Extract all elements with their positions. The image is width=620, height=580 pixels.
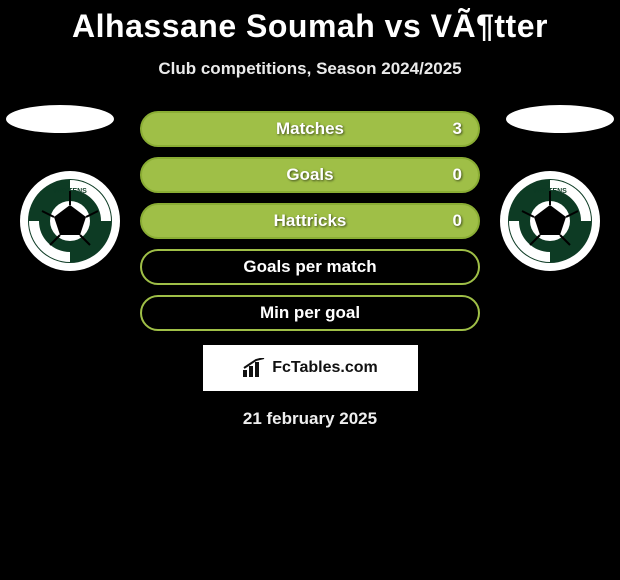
brand-box: FcTables.com <box>203 345 418 391</box>
stat-row-min-per-goal: Min per goal <box>140 295 480 331</box>
stat-rows: Matches 3 Goals 0 Hattricks 0 Goals per … <box>140 111 480 331</box>
club-badge-icon: WATTENS <box>500 171 600 271</box>
chart-icon <box>242 358 266 378</box>
club-logo-left: WATTENS <box>20 171 120 271</box>
stat-label: Goals per match <box>243 257 376 277</box>
page-title: Alhassane Soumah vs VÃ¶tter <box>0 0 620 45</box>
club-badge-icon: WATTENS <box>20 171 120 271</box>
stat-label: Matches <box>276 119 344 139</box>
brand-text: FcTables.com <box>272 359 378 377</box>
stat-row-goals-per-match: Goals per match <box>140 249 480 285</box>
stat-row-matches: Matches 3 <box>140 111 480 147</box>
stat-value-right: 0 <box>453 211 462 231</box>
stat-label: Hattricks <box>274 211 347 231</box>
stat-row-goals: Goals 0 <box>140 157 480 193</box>
stat-value-right: 0 <box>453 165 462 185</box>
stat-row-hattricks: Hattricks 0 <box>140 203 480 239</box>
stat-label: Goals <box>286 165 333 185</box>
subtitle: Club competitions, Season 2024/2025 <box>0 59 620 79</box>
date-line: 21 february 2025 <box>0 409 620 429</box>
club-logo-right: WATTENS <box>500 171 600 271</box>
player-left-oval <box>6 105 114 133</box>
player-right-oval <box>506 105 614 133</box>
stat-label: Min per goal <box>260 303 360 323</box>
stat-value-right: 3 <box>453 119 462 139</box>
comparison-panel: WATTENS WATTENS Matches <box>0 111 620 429</box>
